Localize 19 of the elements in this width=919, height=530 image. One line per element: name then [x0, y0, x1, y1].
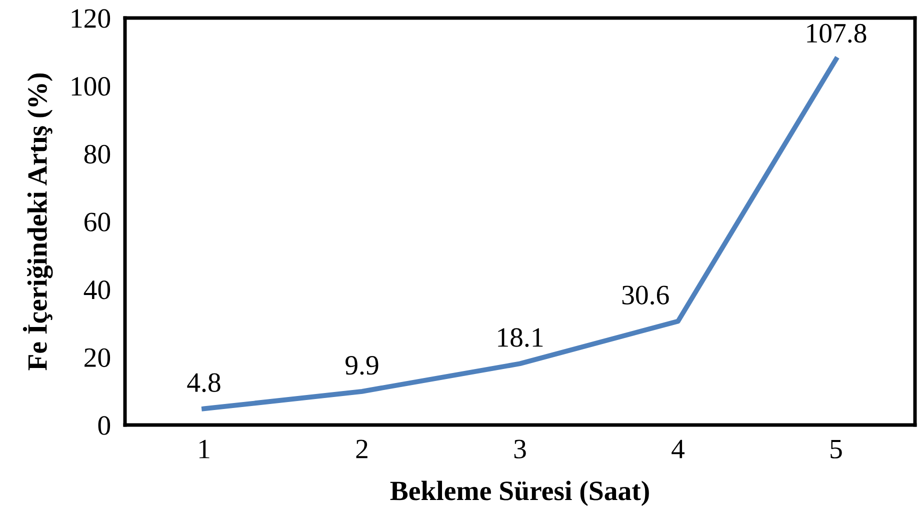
data-label: 18.1 — [498, 328, 543, 347]
y-tick-label: 100 — [72, 77, 110, 96]
data-label: 9.9 — [346, 356, 378, 375]
data-label: 4.8 — [187, 373, 220, 392]
x-tick-label: 4 — [672, 440, 685, 458]
x-tick-label: 2 — [356, 440, 368, 458]
y-tick-label: 0 — [98, 416, 110, 435]
y-tick-label: 60 — [84, 212, 110, 232]
x-tick-label: 3 — [514, 440, 526, 458]
x-tick-label: 5 — [830, 440, 842, 458]
x-axis-title: Bekleme Süresi (Saat) — [390, 480, 649, 506]
y-tick-label: 40 — [84, 280, 110, 300]
data-label: 107.8 — [807, 24, 866, 43]
y-tick-label: 80 — [84, 144, 110, 164]
x-tick-label: 1 — [200, 440, 210, 458]
y-axis-title: Fe İçeriğindeki Artış (%) — [22, 73, 53, 370]
y-tick-label: 20 — [84, 348, 110, 368]
data-label: 30.6 — [622, 286, 669, 305]
y-tick-label: 120 — [72, 9, 110, 28]
